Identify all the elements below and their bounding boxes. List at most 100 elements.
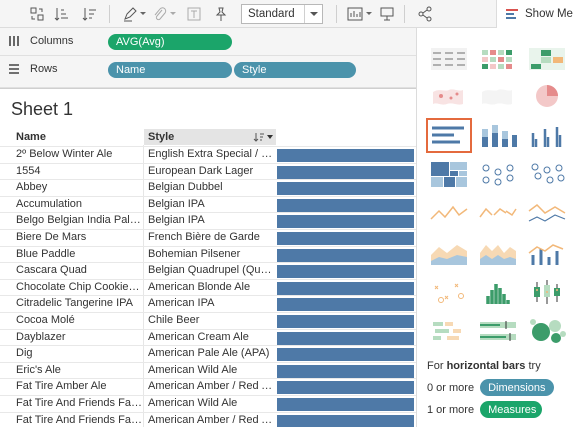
side-by-side-circles-icon[interactable]	[525, 158, 569, 191]
show-labels-icon[interactable]	[346, 5, 364, 23]
discrete-lines-icon[interactable]	[476, 197, 520, 230]
table-row[interactable]: Blue Paddle Bohemian Pilsener	[0, 245, 416, 263]
filled-map-icon[interactable]	[476, 80, 520, 113]
style-column-header[interactable]: Style	[148, 131, 175, 143]
table-row[interactable]: Fat Tire And Friends Fat H... American Am…	[0, 411, 416, 427]
share-icon[interactable]	[416, 5, 434, 23]
avg-bar[interactable]	[277, 198, 414, 212]
columns-pill-avg[interactable]: AVG(Avg)	[108, 34, 232, 50]
side-by-side-bars-icon[interactable]	[525, 119, 569, 152]
avg-bar[interactable]	[277, 265, 414, 279]
scatter-plot-icon[interactable]	[427, 276, 471, 309]
avg-bar[interactable]	[277, 248, 414, 262]
heat-map-icon[interactable]	[476, 42, 520, 75]
sort-ascending-icon[interactable]	[53, 5, 71, 23]
labels-caret-icon[interactable]	[366, 11, 372, 17]
table-row[interactable]: Cascara Quad Belgian Quadrupel (Quad)	[0, 262, 416, 279]
table-row[interactable]: 2º Below Winter Ale English Extra Special…	[0, 146, 416, 163]
beer-name-cell: Dayblazer	[16, 330, 66, 343]
beer-name-cell: Blue Paddle	[16, 247, 76, 260]
table-row[interactable]: Citradelic Tangerine IPA American IPA	[0, 295, 416, 312]
table-row[interactable]: Cocoa Molé Chile Beer	[0, 311, 416, 329]
table-row[interactable]: Dig American Pale Ale (APA)	[0, 345, 416, 362]
measures-requirement: 1 or more Measures	[427, 401, 543, 418]
beer-name-cell: Biere De Mars	[16, 230, 87, 243]
table-row[interactable]: Fat Tire Amber Ale American Amber / Red A…	[0, 378, 416, 395]
avg-bar[interactable]	[277, 314, 414, 328]
avg-bar[interactable]	[277, 149, 414, 162]
circle-views-icon[interactable]	[476, 158, 520, 191]
table-row[interactable]: Dayblazer American Cream Ale	[0, 328, 416, 346]
table-row[interactable]: Accumulation Belgian IPA	[0, 195, 416, 213]
gantt-chart-icon[interactable]	[427, 314, 471, 347]
beer-style-cell: American Pale Ale (APA)	[148, 347, 270, 360]
rows-pill-name[interactable]: Name	[108, 62, 232, 78]
swap-rows-columns-icon[interactable]	[28, 5, 46, 23]
dual-combination-icon[interactable]	[525, 237, 569, 270]
table-row[interactable]: Biere De Mars French Bière de Garde	[0, 228, 416, 246]
columns-shelf[interactable]: Columns AVG(Avg)	[0, 28, 416, 56]
sheet-title: Sheet 1	[11, 99, 74, 119]
beer-style-cell: Chile Beer	[148, 313, 200, 326]
highlight-pen-icon[interactable]	[121, 5, 139, 23]
dimensions-pill: Dimensions	[480, 379, 555, 396]
box-whisker-icon[interactable]	[525, 276, 569, 309]
avg-bar[interactable]	[277, 182, 414, 196]
avg-bar[interactable]	[277, 231, 414, 245]
area-discrete-icon[interactable]	[476, 237, 520, 270]
bullet-graph-icon[interactable]	[476, 314, 520, 347]
avg-bar[interactable]	[277, 165, 414, 179]
pin-icon[interactable]	[212, 5, 230, 23]
symbol-map-icon[interactable]	[427, 80, 471, 113]
paperclip-icon[interactable]	[150, 5, 168, 23]
presentation-icon[interactable]	[378, 5, 396, 23]
treemap-icon[interactable]	[427, 158, 471, 191]
sort-alpha-icon[interactable]	[253, 131, 265, 143]
chevron-down-icon[interactable]	[304, 5, 322, 23]
toolbar: Standard Show Me	[0, 0, 576, 28]
beer-style-cell: French Bière de Garde	[148, 230, 260, 243]
highlight-caret-icon[interactable]	[140, 11, 146, 17]
histogram-icon[interactable]	[476, 276, 520, 309]
name-column-header[interactable]: Name	[16, 131, 46, 143]
beer-style-cell: American Amber / Red Ale	[148, 380, 274, 393]
rows-shelf[interactable]: Rows Name Style	[0, 56, 416, 88]
show-me-label: Show Me	[525, 8, 573, 20]
table-row[interactable]: Abbey Belgian Dubbel	[0, 179, 416, 196]
avg-bar[interactable]	[277, 397, 414, 411]
continuous-lines-icon[interactable]	[427, 197, 471, 230]
paperclip-caret-icon[interactable]	[170, 11, 176, 17]
avg-bar[interactable]	[277, 215, 414, 229]
beer-name-cell: 2º Below Winter Ale	[16, 148, 113, 160]
packed-bubbles-icon[interactable]	[525, 314, 569, 347]
table-row[interactable]: Eric's Ale American Wild Ale	[0, 361, 416, 379]
avg-bar[interactable]	[277, 298, 414, 312]
table-row[interactable]: Belgo Belgian India Pale A... Belgian IPA	[0, 212, 416, 229]
avg-bar[interactable]	[277, 348, 414, 362]
area-continuous-icon[interactable]	[427, 237, 471, 270]
table-row[interactable]: Fat Tire And Friends Fat F... American Wi…	[0, 394, 416, 412]
dimensions-requirement: 0 or more Dimensions	[427, 379, 555, 396]
text-label-icon[interactable]	[185, 5, 203, 23]
highlight-table-icon[interactable]	[525, 42, 569, 75]
avg-bar[interactable]	[277, 414, 414, 427]
avg-bar[interactable]	[277, 331, 414, 345]
avg-bar[interactable]	[277, 364, 414, 378]
table-row[interactable]: Chocolate Chip Cookie Do... American Blon…	[0, 278, 416, 296]
beer-style-cell: American Wild Ale	[148, 363, 238, 376]
table-row[interactable]: 1554 European Dark Lager	[0, 162, 416, 180]
dual-lines-icon[interactable]	[525, 197, 569, 230]
stacked-bars-icon[interactable]	[476, 119, 520, 152]
rows-icon	[9, 64, 19, 74]
avg-bar[interactable]	[277, 281, 414, 295]
avg-bar[interactable]	[277, 381, 414, 395]
mark-type-select[interactable]: Standard	[241, 4, 323, 24]
header-menu-caret-icon[interactable]	[267, 135, 273, 140]
pie-chart-icon[interactable]	[525, 80, 569, 113]
table-body: 2º Below Winter Ale English Extra Special…	[0, 146, 416, 427]
sort-descending-icon[interactable]	[81, 5, 99, 23]
horizontal-bars-icon[interactable]	[426, 118, 472, 153]
rows-pill-style[interactable]: Style	[234, 62, 356, 78]
text-table-icon[interactable]	[427, 42, 471, 75]
show-me-button[interactable]: Show Me	[496, 0, 576, 28]
